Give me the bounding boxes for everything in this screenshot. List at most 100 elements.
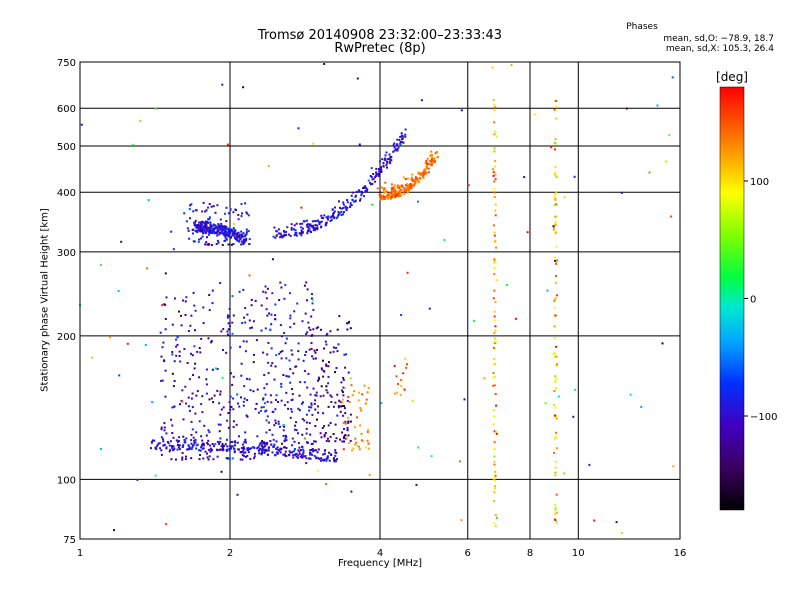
trace-point [318, 223, 321, 225]
streak-point [495, 404, 498, 407]
streak-point [494, 474, 496, 476]
trace-point [423, 168, 426, 171]
scatter-point [184, 385, 187, 388]
scatter-point [225, 351, 228, 354]
trace-point [169, 440, 172, 443]
trace-point [233, 230, 236, 233]
streak-point [492, 477, 495, 480]
scatter-point [284, 434, 287, 437]
trace-point [160, 436, 163, 439]
scatter-point [163, 426, 166, 429]
streak-point [553, 256, 556, 259]
trace-point [396, 149, 399, 152]
trace-point [201, 443, 204, 446]
trace-point [340, 214, 343, 216]
trace-point [363, 186, 365, 189]
scatter-point [200, 237, 202, 240]
trace-point [405, 188, 408, 191]
trace-point [284, 450, 287, 453]
scatter-point [201, 235, 204, 238]
trace-point [240, 451, 242, 454]
scatter-point [182, 435, 185, 438]
noise-point [463, 398, 466, 401]
scatter-point [216, 440, 219, 443]
streak-point [493, 273, 496, 276]
trace-point [299, 449, 302, 451]
trace-point [243, 239, 246, 242]
scatter-point [193, 345, 196, 348]
y-tick-label: 400 [57, 188, 76, 199]
streak-point [553, 517, 556, 520]
scatter-point [241, 447, 244, 450]
trace-point [426, 162, 429, 165]
scatter-point [319, 395, 322, 398]
trace-point [249, 448, 251, 451]
scatter-point [298, 409, 301, 412]
trace-point [310, 231, 313, 234]
streak-point [494, 262, 497, 265]
trace-point [238, 240, 241, 243]
trace-point [285, 455, 288, 458]
scatter-point [216, 204, 219, 207]
phases-x-mode: mean, sd,X: 105.3, 26.4 [665, 44, 774, 54]
scatter-point [349, 420, 352, 423]
trace-point [209, 227, 212, 230]
scatter-point [208, 431, 211, 434]
scatter-point [224, 212, 226, 215]
scatter-point [185, 402, 187, 405]
scatter-point [242, 288, 245, 291]
scatter-point [311, 297, 313, 300]
trace-point [370, 183, 372, 186]
trace-point [151, 440, 153, 443]
trace-point [385, 190, 388, 193]
scatter-point [280, 447, 283, 450]
trace-point [202, 447, 205, 450]
scatter-point [291, 353, 294, 356]
scatter-point [244, 321, 247, 324]
trace-point [386, 166, 388, 169]
scatter-point [201, 395, 204, 398]
trace-point [418, 180, 421, 183]
scatter-point [181, 456, 184, 459]
trace-point [326, 455, 329, 458]
trace-point [422, 171, 425, 174]
trace-point [378, 168, 380, 170]
scatter-point [395, 375, 398, 378]
noise-point [406, 271, 409, 274]
trace-point [320, 214, 323, 217]
scatter-point [342, 448, 345, 451]
trace-point [352, 200, 355, 203]
scatter-point [193, 442, 196, 445]
scatter-point [229, 208, 232, 210]
trace-point [300, 454, 303, 457]
streak-point [493, 191, 496, 194]
scatter-point [344, 412, 347, 415]
scatter-point [330, 395, 333, 398]
scatter-point [305, 333, 308, 335]
scatter-point [231, 332, 234, 335]
trace-point [392, 192, 394, 195]
trace-point [196, 226, 199, 229]
trace-point [217, 223, 220, 226]
scatter-point [199, 454, 201, 456]
scatter-point [266, 400, 269, 403]
trace-point [219, 226, 222, 229]
trace-point [208, 229, 211, 232]
trace-point [320, 216, 323, 219]
trace-point [384, 157, 387, 160]
streak-point [555, 216, 558, 219]
noise-point [146, 267, 149, 270]
streak-point [553, 337, 556, 339]
noise-point [132, 143, 135, 146]
trace-point [406, 183, 409, 186]
scatter-point [293, 448, 296, 451]
trace-point [354, 195, 357, 198]
trace-point [277, 449, 280, 452]
trace-point [360, 190, 363, 193]
noise-point [417, 200, 419, 203]
scatter-point [321, 427, 324, 429]
streak-point [493, 500, 496, 502]
scatter-point [222, 328, 225, 331]
scatter-point [284, 284, 287, 286]
trace-point [292, 454, 295, 457]
